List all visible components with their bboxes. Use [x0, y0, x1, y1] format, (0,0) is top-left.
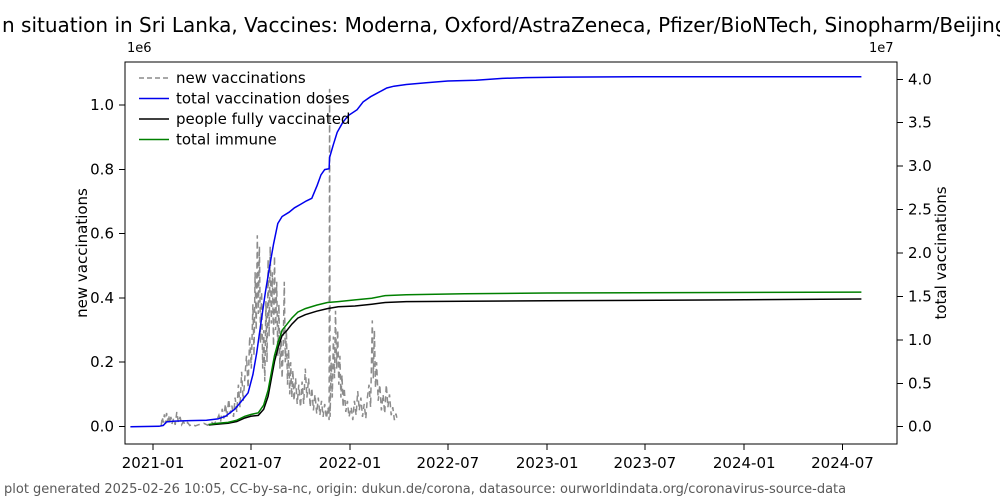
x-tick-label: 2023-07	[614, 454, 677, 472]
chart-title: n situation in Sri Lanka, Vaccines: Mode…	[2, 13, 1000, 37]
right-tick-label: 2.5	[908, 201, 932, 219]
right-tick-label: 2.0	[908, 244, 932, 262]
right-tick-label: 3.5	[908, 114, 932, 132]
left-axis-label: new vaccinations	[73, 188, 91, 318]
series-people_fully_vaccinated	[208, 298, 862, 426]
x-tick-label: 2022-07	[416, 454, 479, 472]
series-lines	[130, 75, 862, 428]
legend-label: new vaccinations	[176, 69, 306, 87]
x-tick-label: 2022-01	[319, 454, 382, 472]
right-tick-label: 0.0	[908, 418, 932, 436]
right-axis: 0.0 0.5 1.0 1.5 2.0 2.5 3.0 3.5 4.0 1e7 total vacc…	[869, 41, 950, 436]
x-axis: 2021-01 2021-07 2022-01 2022-07 2023-01 2023-…	[122, 444, 874, 472]
left-axis-multiplier: 1e6	[127, 41, 152, 56]
right-axis-multiplier: 1e7	[869, 41, 894, 56]
right-axis-label: total vaccinations	[932, 186, 950, 319]
left-tick-label: 0.0	[90, 418, 114, 436]
left-axis: 0.0 0.2 0.4 0.6 0.8 1.0 1e6 new vaccinations	[73, 41, 152, 436]
x-tick-label: 2023-01	[516, 454, 579, 472]
x-tick-label: 2021-07	[219, 454, 282, 472]
legend-label: total immune	[176, 131, 277, 149]
left-tick-label: 0.8	[90, 160, 114, 178]
series-total_immune	[208, 291, 862, 426]
left-tick-label: 1.0	[90, 96, 114, 114]
legend-label: people fully vaccinated	[176, 110, 350, 128]
left-tick-label: 0.2	[90, 353, 114, 371]
series-new_vaccinations	[160, 88, 399, 427]
x-tick-label: 2024-01	[713, 454, 776, 472]
series-total_vaccination_doses	[130, 75, 862, 428]
legend-label: total vaccination doses	[176, 90, 350, 108]
left-tick-label: 0.6	[90, 225, 114, 243]
legend: new vaccinations total vaccination doses p…	[139, 69, 350, 149]
x-tick-label: 2024-07	[811, 454, 874, 472]
right-tick-label: 1.5	[908, 287, 932, 305]
right-tick-label: 1.0	[908, 331, 932, 349]
right-tick-label: 4.0	[908, 70, 932, 88]
left-tick-label: 0.4	[90, 289, 114, 307]
right-tick-label: 0.5	[908, 374, 932, 392]
right-tick-label: 3.0	[908, 157, 932, 175]
plot-attribution: plot generated 2025-02-26 10:05, CC-by-s…	[4, 482, 847, 497]
x-tick-label: 2021-01	[122, 454, 185, 472]
